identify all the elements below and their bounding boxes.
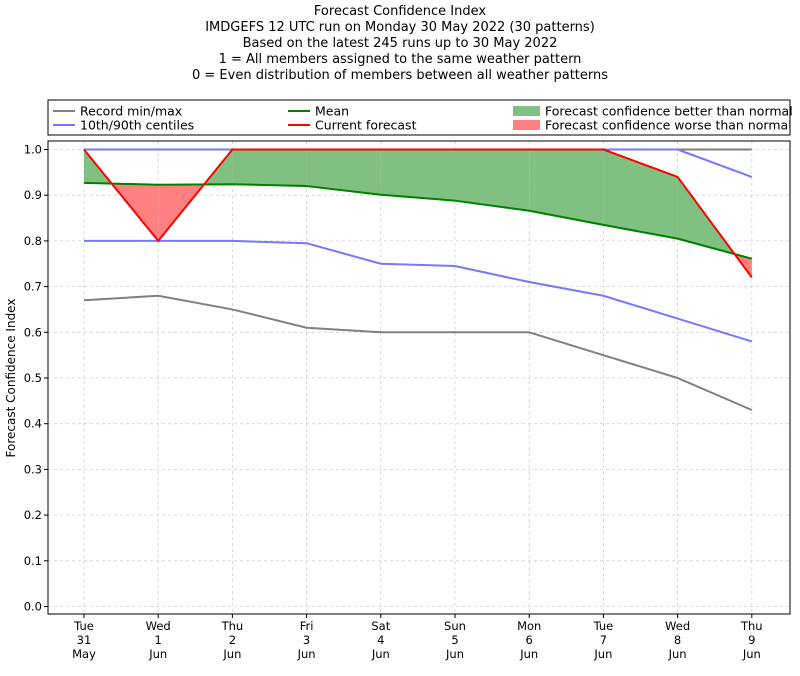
x-tick-label: Tue — [73, 619, 94, 633]
x-tick-label: Mon — [517, 619, 541, 633]
x-tick-label: 5 — [451, 633, 458, 647]
fill-better-segment — [306, 149, 381, 195]
series-line-current — [83, 148, 753, 279]
legend-label: Forecast confidence worse than normal — [545, 118, 792, 133]
x-tick-label: 9 — [748, 633, 755, 647]
legend-label: 10th/90th centiles — [80, 118, 194, 133]
x-tick-label: Wed — [665, 619, 690, 633]
y-tick-label: 0.3 — [24, 462, 42, 476]
legend-swatch-patch — [513, 106, 540, 116]
x-tick-label: 8 — [674, 633, 681, 647]
chart-title: Forecast Confidence Index — [313, 4, 487, 19]
legend-label: Mean — [315, 104, 349, 119]
x-tick-label: Jun — [593, 647, 612, 661]
y-tick-label: 0.7 — [24, 280, 42, 294]
x-tick-label: Jun — [668, 647, 687, 661]
x-tick-label: Jun — [742, 647, 761, 661]
x-tick-label: 6 — [526, 633, 533, 647]
x-tick-label: Jun — [519, 647, 538, 661]
series-lines — [83, 148, 753, 411]
legend-label: Record min/max — [80, 104, 182, 119]
x-tick-label: Sun — [444, 619, 466, 633]
legend: Record min/max Mean Forecast confidence be… — [47, 99, 793, 136]
title-block: Forecast Confidence Index IMDGEFS 12 UTC… — [0, 4, 800, 84]
x-tick-label: 4 — [377, 633, 384, 647]
x-tick-label: Jun — [297, 647, 316, 661]
y-tick-label: 0.6 — [24, 325, 42, 339]
y-tick-label: 0.4 — [24, 417, 42, 431]
fill-better-segment — [232, 149, 307, 187]
x-tick-label: Thu — [221, 619, 244, 633]
x-tick-label: 1 — [155, 633, 162, 647]
y-axis-label: Forecast Confidence Index — [4, 299, 18, 458]
x-tick-label: Sat — [371, 619, 390, 633]
x-tick-label: May — [72, 647, 96, 661]
x-tick-label: 2 — [229, 633, 236, 647]
y-tick-label: 0.0 — [24, 600, 42, 614]
x-tick-label: Jun — [148, 647, 167, 661]
y-tick-label: 0.8 — [24, 234, 42, 248]
chart-subtitle-4: 0 = Even distribution of members between… — [191, 68, 609, 83]
legend-swatch-patch — [513, 120, 540, 130]
fill-better-segment — [455, 149, 530, 211]
y-tick-label: 0.5 — [24, 371, 42, 385]
x-tick-label: Jun — [222, 647, 241, 661]
axes: 0.00.10.20.30.40.50.60.70.80.91.0Tue31Ma… — [24, 140, 791, 661]
fill-better-segment — [529, 149, 604, 225]
x-tick-label: Wed — [146, 619, 171, 633]
fill-better-segment — [380, 149, 455, 201]
y-tick-label: 0.2 — [24, 508, 42, 522]
series-line-p10 — [84, 239, 753, 343]
x-tick-label: Thu — [740, 619, 763, 633]
x-tick-label: Jun — [371, 647, 390, 661]
x-tick-label: 3 — [303, 633, 310, 647]
y-tick-label: 0.9 — [24, 188, 42, 202]
chart-subtitle-3: 1 = All members assigned to the same wea… — [218, 52, 582, 67]
fill-better-segment — [603, 149, 678, 239]
y-tick-label: 1.0 — [24, 143, 42, 157]
legend-box — [47, 99, 791, 136]
x-tick-label: Fri — [300, 619, 314, 633]
chart-subtitle-1: IMDGEFS 12 UTC run on Monday 30 May 2022… — [205, 20, 595, 35]
y-tick-label: 0.1 — [24, 554, 42, 568]
legend-label: Forecast confidence better than normal — [545, 104, 793, 119]
x-tick-label: Jun — [445, 647, 464, 661]
x-tick-label: 7 — [600, 633, 607, 647]
x-tick-label: 31 — [77, 633, 92, 647]
legend-label: Current forecast — [315, 118, 417, 133]
confidence-fills — [84, 149, 752, 278]
chart-subtitle-2: Based on the latest 245 runs up to 30 Ma… — [242, 36, 558, 51]
x-tick-label: Tue — [593, 619, 614, 633]
series-line-record-min — [83, 294, 753, 411]
series-line-mean — [83, 181, 753, 260]
